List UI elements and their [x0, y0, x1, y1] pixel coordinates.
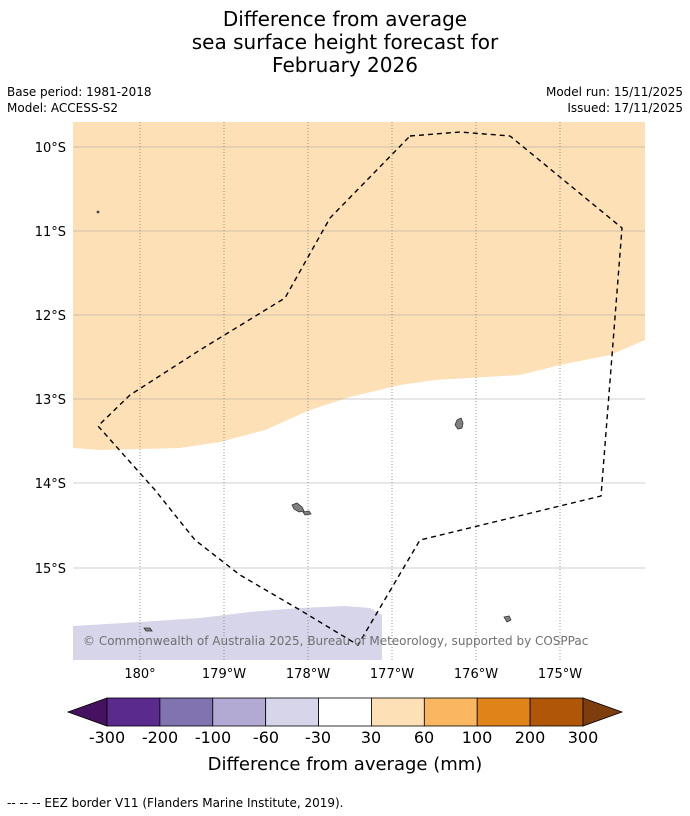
latitude-gridlines	[73, 146, 645, 569]
colorbar-tick: -200	[142, 728, 178, 747]
title-line-1: Difference from average	[222, 7, 468, 31]
colorbar-label: Difference from average (mm)	[208, 754, 483, 775]
lat-label: 10°S	[35, 141, 66, 156]
colorbar-tick: -100	[195, 728, 231, 747]
colorbar-tick: 30	[361, 728, 381, 747]
colorbar-extend-low	[66, 697, 108, 727]
latitude-labels: 10°S 11°S 12°S 13°S 14°S 15°S	[35, 141, 66, 577]
colorbar-tick: 60	[414, 728, 434, 747]
colorbar-segment	[529, 697, 584, 727]
positive-anomaly-area	[73, 122, 645, 450]
colorbar-tick: -30	[305, 728, 331, 747]
colorbar-segment	[265, 697, 319, 727]
colorbar-segment	[476, 697, 531, 727]
lon-label: 176°W	[454, 667, 498, 682]
colorbar-segment	[318, 697, 372, 727]
island-western	[291, 502, 305, 513]
colorbar-tick: 200	[515, 728, 546, 747]
lon-label: 178°W	[286, 667, 330, 682]
chart-title: Difference from average sea surface heig…	[0, 8, 690, 77]
island-southwest	[143, 627, 153, 632]
title-line-2: sea surface height forecast for	[191, 30, 499, 54]
negative-anomaly-area	[73, 606, 382, 660]
issued-date: Issued: 17/11/2025	[567, 101, 683, 115]
lat-label: 14°S	[35, 477, 66, 492]
colorbar-tick: 300	[568, 728, 599, 747]
lat-label: 13°S	[35, 393, 66, 408]
map-panel: © Commonwealth of Australia 2025, Bureau…	[73, 122, 645, 660]
meta-left: Base period: 1981-2018 Model: ACCESS-S2	[7, 84, 152, 116]
colorbar-extend-high	[582, 697, 624, 727]
map-figure: © Commonwealth of Australia 2025, Bureau…	[35, 122, 645, 775]
lat-label: 15°S	[35, 562, 66, 577]
lat-label: 12°S	[35, 309, 66, 324]
lon-label: 180°	[124, 667, 155, 682]
base-period: Base period: 1981-2018	[7, 85, 152, 99]
colorbar-segment	[423, 697, 478, 727]
copyright-text: © Commonwealth of Australia 2025, Bureau…	[83, 634, 588, 648]
island-western-small	[302, 510, 312, 516]
eez-legend: -- -- -- EEZ border V11 (Flanders Marine…	[7, 796, 344, 810]
lon-label: 177°W	[370, 667, 414, 682]
colorbar-segment	[106, 697, 161, 727]
colorbar-tick: -60	[253, 728, 279, 747]
colorbar	[66, 697, 624, 727]
islands	[96, 210, 512, 632]
eez-border	[97, 131, 623, 646]
island-rose-atoll	[454, 417, 464, 430]
colorbar-segment	[371, 697, 425, 727]
island-southeast	[503, 615, 512, 623]
lon-label: 179°W	[202, 667, 246, 682]
longitude-labels: 180° 179°W 178°W 177°W 176°W 175°W	[124, 667, 582, 682]
lon-label: 175°W	[538, 667, 582, 682]
model-run: Model run: 15/11/2025	[545, 85, 683, 99]
title-line-3: February 2026	[272, 53, 418, 77]
model-name: Model: ACCESS-S2	[7, 101, 119, 115]
colorbar-tick: 100	[462, 728, 493, 747]
colorbar-tick: -300	[89, 728, 125, 747]
meta-right: Model run: 15/11/2025 Issued: 17/11/2025	[546, 84, 683, 116]
colorbar-ticks: -300 -200 -100 -60 -30 30 60 100 200 300	[89, 728, 598, 747]
lat-label: 11°S	[35, 225, 66, 240]
colorbar-segment	[159, 697, 214, 727]
colorbar-segment	[212, 697, 267, 727]
